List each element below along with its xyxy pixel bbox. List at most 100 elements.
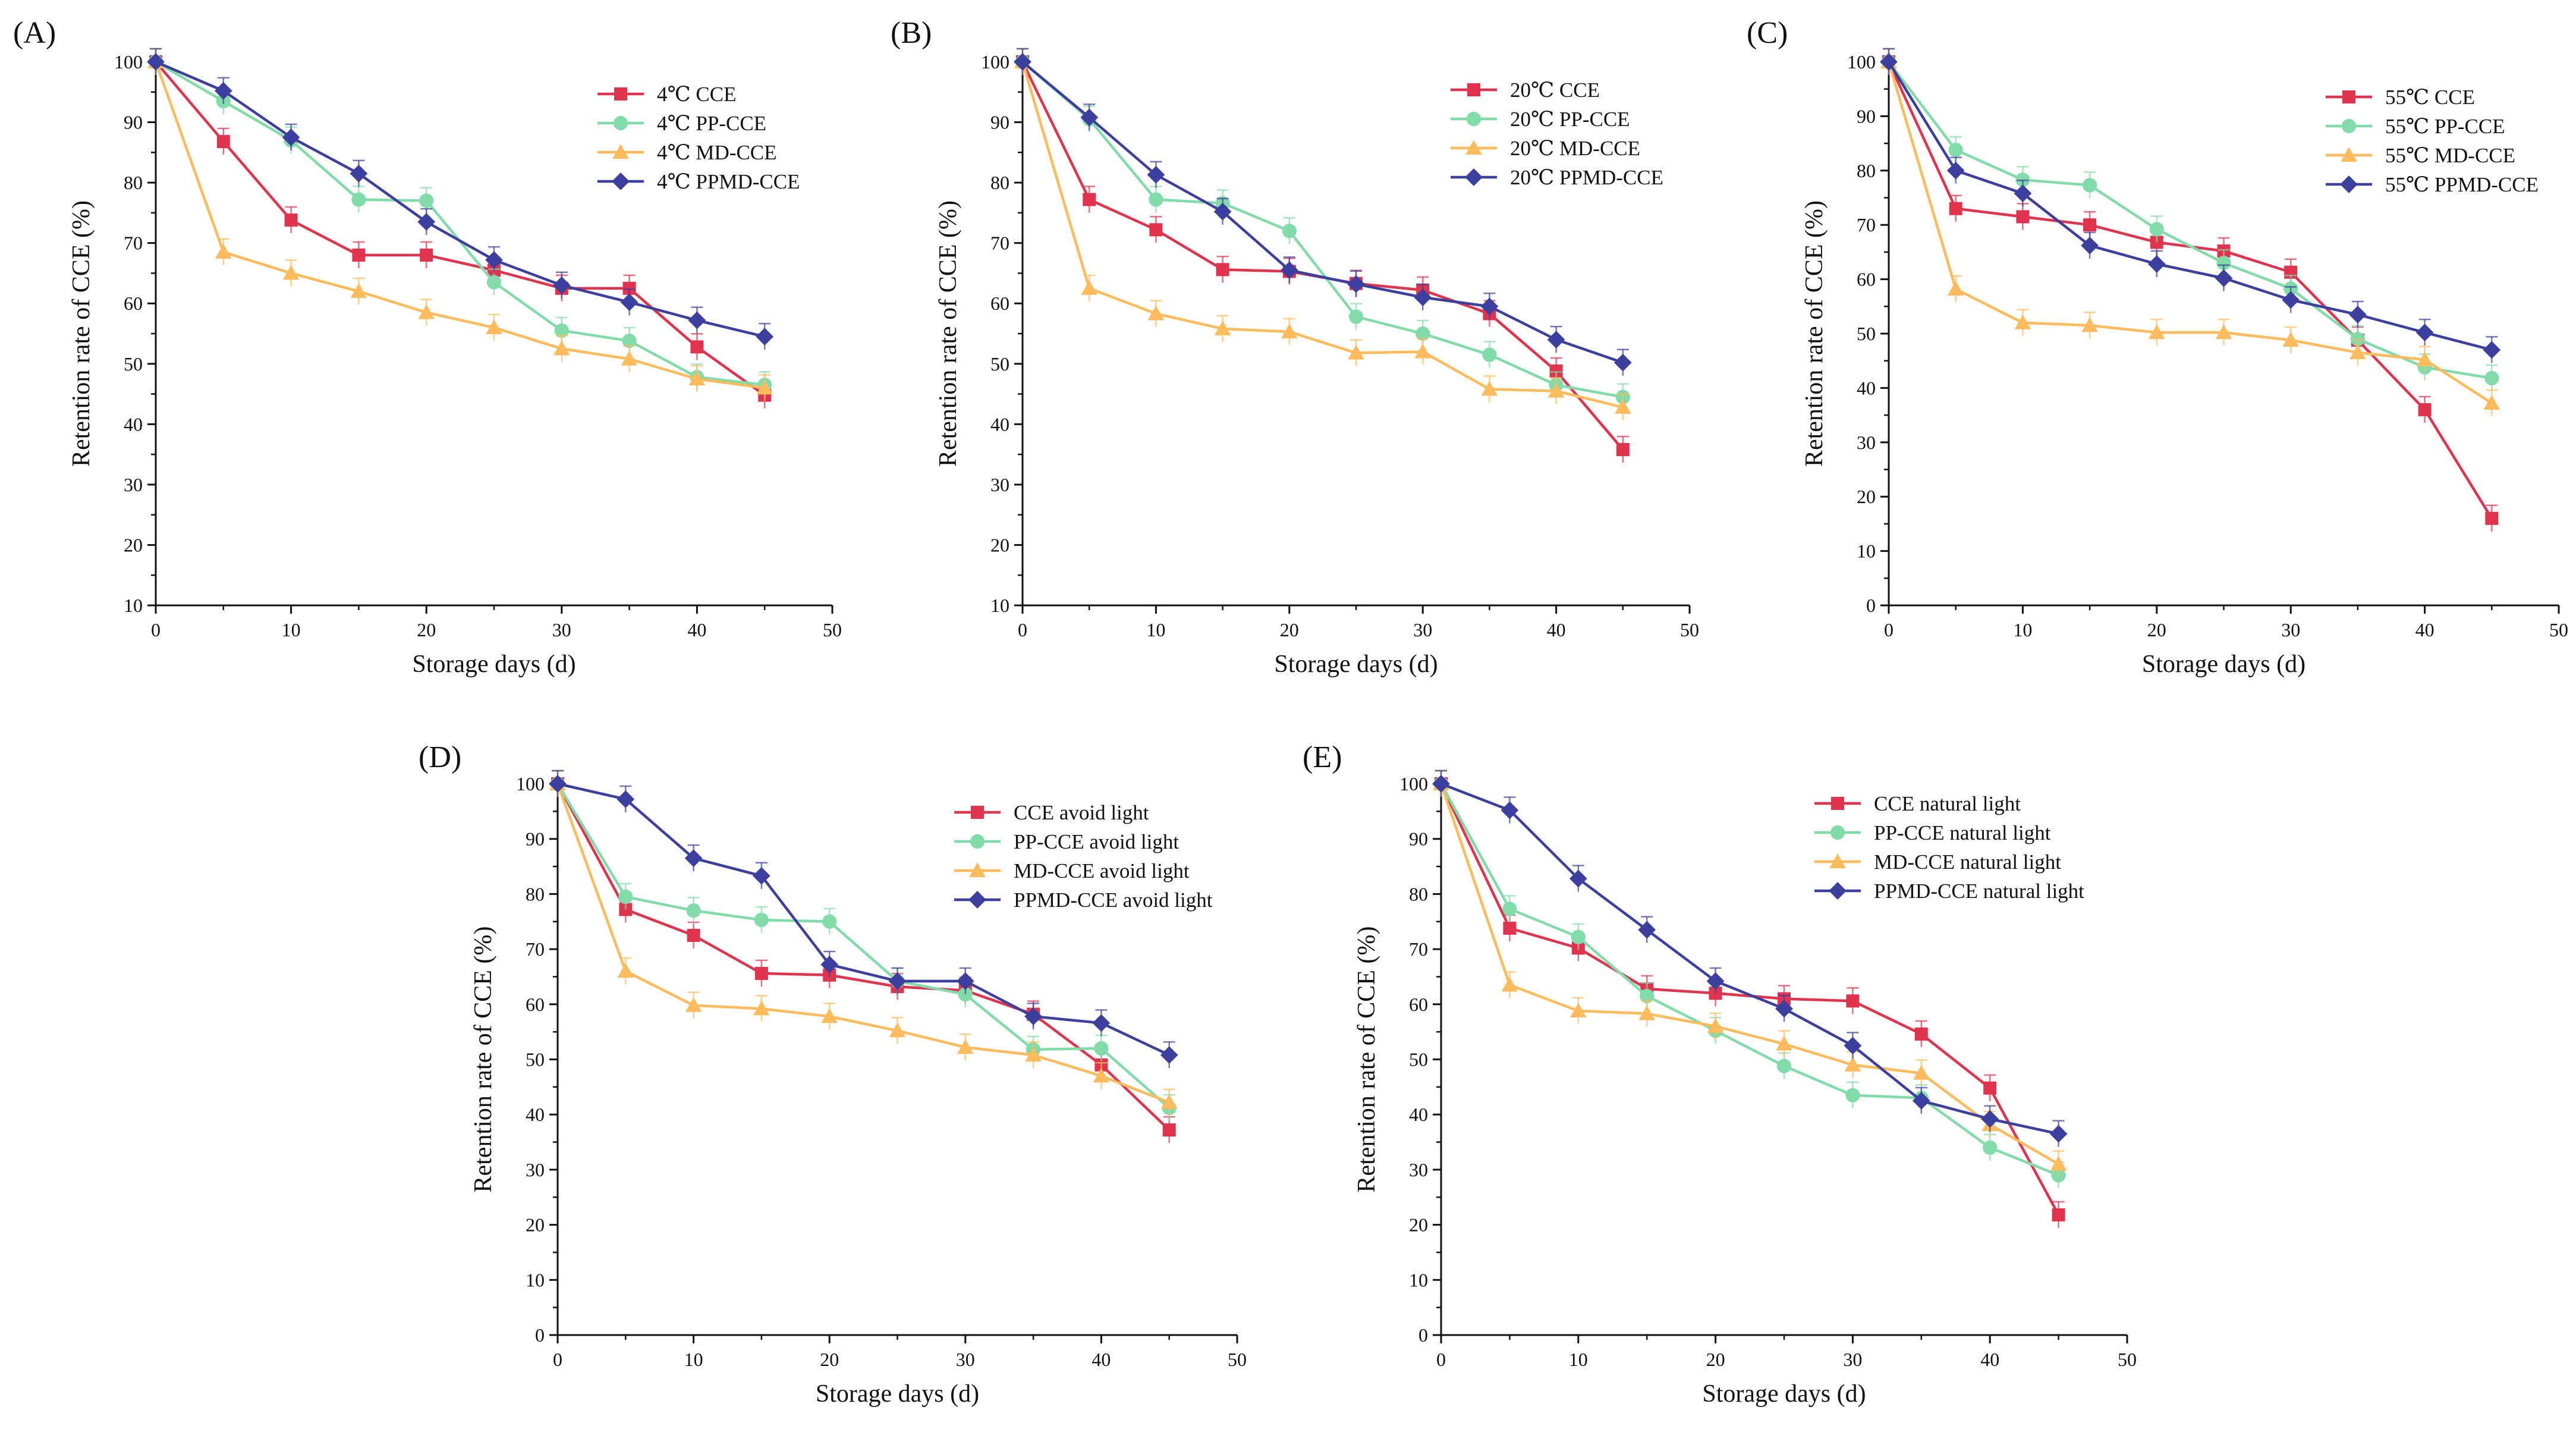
panel-e-y-tick-label: 50 bbox=[1409, 1049, 1428, 1070]
panel-d-series-2-point bbox=[618, 889, 633, 904]
panel-a-x-tick-label: 10 bbox=[282, 619, 301, 640]
panel-b-series-3-line bbox=[1021, 61, 1624, 409]
panel-c-series-1-point bbox=[2016, 210, 2030, 224]
panel-c-legend-entry: 55℃ CCE bbox=[2385, 86, 2475, 109]
panel-e-series-3-point bbox=[1707, 1018, 1724, 1033]
panel-b-series-1-point bbox=[1549, 364, 1563, 378]
panel-b-series-3 bbox=[1014, 48, 1631, 420]
panel-e-y-tick-label: 40 bbox=[1409, 1104, 1428, 1125]
panel-b-y-tick-label: 70 bbox=[990, 233, 1009, 254]
panel-d-series-3-point bbox=[821, 1008, 838, 1023]
panel-b-legend-entry: 20℃ MD-CCE bbox=[1510, 137, 1640, 160]
panel-b-y-tick-label: 30 bbox=[990, 474, 1009, 495]
panel-b-y-axis-title: Retention rate of CCE (%) bbox=[935, 200, 962, 467]
panel-c-series-2-point bbox=[2083, 178, 2097, 193]
panel-c-series-2-point bbox=[2484, 370, 2499, 386]
panel-a-y-tick-label: 30 bbox=[124, 474, 143, 495]
panel-c-series-4-point bbox=[2215, 269, 2233, 287]
panel-e-label: (E) bbox=[1303, 740, 1342, 774]
panel-a-legend-marker bbox=[612, 172, 630, 190]
panel-d-series-1-point bbox=[687, 928, 700, 942]
panel-c-x-tick-label: 50 bbox=[2549, 619, 2568, 640]
panel-b-series-4-point bbox=[1147, 166, 1165, 184]
panel-e-series-2-point bbox=[1571, 929, 1586, 944]
panel-d-y-tick-label: 30 bbox=[526, 1159, 545, 1180]
panel-c-y-tick-label: 10 bbox=[1857, 541, 1876, 562]
panel-b-series-1-point bbox=[1216, 263, 1229, 277]
panel-b-series-3-point bbox=[1414, 343, 1431, 359]
panel-e-x-tick-label: 20 bbox=[1706, 1349, 1725, 1370]
panel-e-y-tick-label: 0 bbox=[1418, 1324, 1428, 1346]
panel-d-series-3-point bbox=[1025, 1047, 1042, 1062]
panel-a-legend-entry: 4℃ MD-CCE bbox=[657, 141, 777, 164]
panel-e-series-2-point bbox=[1776, 1059, 1792, 1073]
panel-e-series-3-point bbox=[2050, 1155, 2067, 1171]
panel-c-y-tick-label: 40 bbox=[1857, 377, 1876, 398]
panel-b-series-4-point bbox=[1280, 261, 1298, 279]
panel-c-x-tick-label: 20 bbox=[2147, 619, 2166, 640]
panel-b-series-1-point bbox=[1149, 223, 1163, 237]
panel-b-series-2-point bbox=[1482, 347, 1497, 362]
panel-e-series-2-point bbox=[1640, 988, 1655, 1003]
panel-c-series-4-point bbox=[2349, 306, 2367, 324]
panel-d-series-3-point bbox=[617, 963, 634, 978]
panel-d-series-3-point bbox=[685, 997, 702, 1012]
panel-d-y-axis-title: Retention rate of CCE (%) bbox=[470, 927, 497, 1193]
panel-c-series-2-point bbox=[2216, 256, 2231, 271]
panel-d-x-axis-title: Storage days (d) bbox=[816, 1380, 979, 1408]
panel-a-series-1-point bbox=[352, 248, 366, 262]
panel-b-series-4-point bbox=[1014, 53, 1031, 71]
panel-b-y-tick-label: 80 bbox=[990, 172, 1009, 193]
panel-c-y-tick-label: 80 bbox=[1857, 160, 1876, 181]
panel-d-y-tick-label: 60 bbox=[526, 994, 545, 1015]
panel-a-y-tick-label: 40 bbox=[124, 413, 143, 435]
panel-d-series-4-point bbox=[684, 849, 703, 867]
panel-c-y-tick-label: 70 bbox=[1857, 214, 1876, 235]
panel-b-x-tick-label: 10 bbox=[1146, 619, 1165, 640]
panel-c-series-2-point bbox=[1948, 142, 1963, 158]
panel-e-x-tick-label: 10 bbox=[1569, 1349, 1588, 1370]
panel-b-x-axis-title: Storage days (d) bbox=[1274, 651, 1438, 678]
panel-a-y-tick-label: 80 bbox=[124, 172, 143, 193]
panel-e-series-4 bbox=[1432, 770, 2068, 1147]
panel-c-x-axis-title: Storage days (d) bbox=[2142, 651, 2305, 678]
panel-c-y-tick-label: 20 bbox=[1857, 486, 1876, 507]
panel-d-label: (D) bbox=[419, 740, 461, 774]
panel-a-legend-entry: 4℃ CCE bbox=[657, 83, 736, 106]
panel-b-y-tick-label: 20 bbox=[990, 534, 1009, 555]
panel-e-series-2 bbox=[1433, 770, 2066, 1189]
panel-b-series-2-point bbox=[1282, 224, 1297, 238]
panel-a-series-4-point bbox=[214, 81, 232, 100]
panel-a-series-4-point bbox=[688, 311, 706, 329]
panel-d-series-4-point bbox=[617, 790, 635, 808]
panel-b-x-tick-label: 0 bbox=[1018, 619, 1027, 640]
panel-e-y-tick-label: 80 bbox=[1409, 883, 1428, 904]
panel-a-y-tick-label: 20 bbox=[124, 534, 143, 555]
panel-e-y-tick-label: 60 bbox=[1409, 994, 1428, 1015]
panel-a-chart: (A) 0 10 20 30 40 50 10 20 30 40 50 60 70 80 90 100 Stora… bbox=[13, 16, 842, 678]
panel-c-y-tick-label: 0 bbox=[1866, 595, 1876, 616]
panel-e-series-4-point bbox=[1569, 869, 1587, 888]
panel-c-series-2-line bbox=[1888, 61, 2492, 380]
panel-d-x-tick-label: 50 bbox=[1228, 1349, 1247, 1370]
panel-a-series-1-line bbox=[155, 61, 766, 397]
panel-e-series-4-point bbox=[1912, 1092, 1930, 1110]
panel-e-series-2-point bbox=[1983, 1140, 1998, 1155]
panel-a-series-3 bbox=[147, 48, 773, 401]
panel-a-series-4-point bbox=[147, 53, 165, 71]
panel-d-x-tick-label: 10 bbox=[684, 1349, 703, 1370]
panel-c-series-1-point bbox=[2083, 218, 2097, 232]
panel-a-series-3-point bbox=[486, 319, 502, 334]
panel-e-series-4-point bbox=[1501, 801, 1519, 819]
panel-b-series-4-line bbox=[1021, 61, 1624, 364]
panel-b-series-4-point bbox=[1547, 331, 1565, 349]
panel-e-y-tick-label: 10 bbox=[1409, 1269, 1428, 1290]
panel-e-y-tick-label: 70 bbox=[1409, 938, 1428, 960]
panel-b-x-tick-label: 20 bbox=[1280, 619, 1299, 640]
panel-a-y-tick-label: 50 bbox=[124, 353, 143, 375]
panel-d-y-tick-label: 0 bbox=[535, 1324, 545, 1346]
panel-c-y-axis-title: Retention rate of CCE (%) bbox=[1801, 200, 1828, 467]
panel-d-series-3-line bbox=[556, 783, 1170, 1104]
panel-e-series-2-point bbox=[1845, 1088, 1860, 1103]
panel-b-series-3-point bbox=[1481, 381, 1498, 396]
